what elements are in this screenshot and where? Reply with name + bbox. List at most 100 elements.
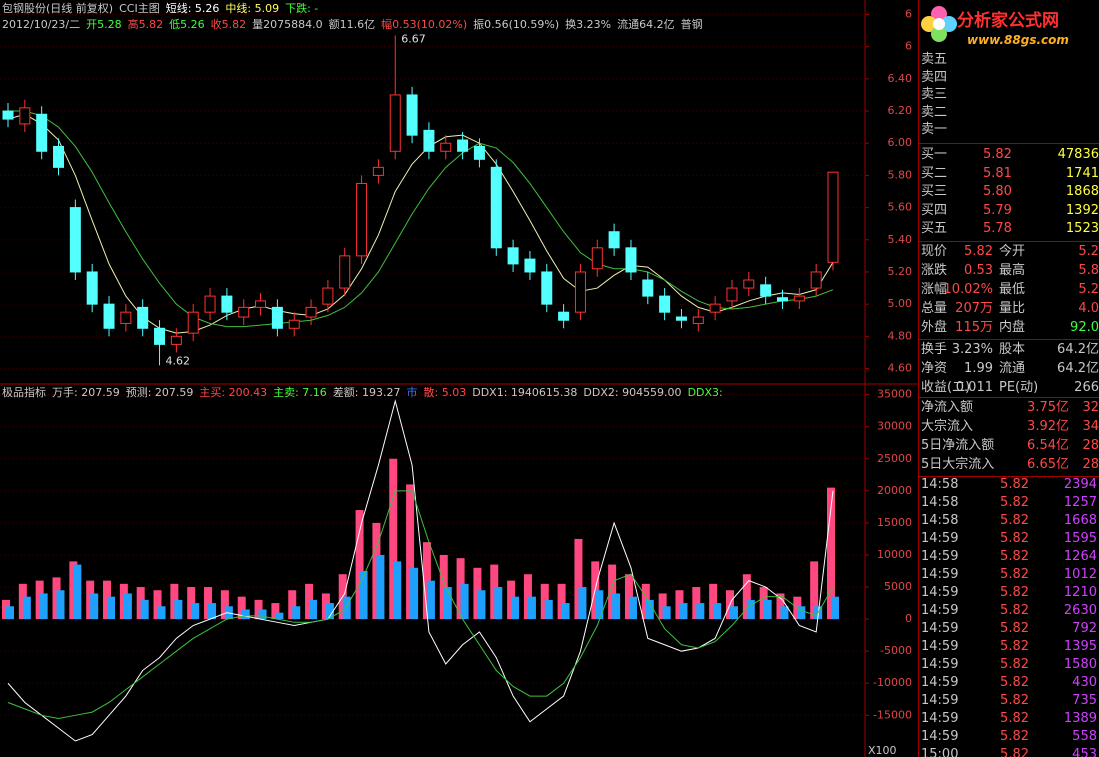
bar — [191, 603, 200, 620]
panel-text: 15:00 — [921, 747, 959, 757]
bar — [810, 561, 819, 620]
panel-text: 5.82 — [1000, 567, 1029, 582]
candle-body — [389, 94, 401, 152]
candle-body — [558, 311, 570, 321]
bar — [763, 599, 772, 620]
y-tick-label: 20000 — [877, 484, 912, 497]
candle-body — [103, 303, 115, 329]
panel-text: 5.82 — [1000, 585, 1029, 600]
header-text: 下跌: - — [285, 1, 318, 15]
panel-text: 收益(二) — [921, 380, 971, 395]
panel-text: 64.2亿 — [1057, 342, 1099, 357]
panel-text: 净流入额 — [921, 400, 974, 415]
panel-text: 14:58 — [921, 513, 959, 528]
candle-body — [440, 142, 452, 152]
y-tick-label: 0 — [905, 612, 912, 625]
header-text: 主卖: 7.16 — [273, 386, 327, 399]
panel-text: 14:59 — [921, 567, 959, 582]
panel-text: 总量 — [921, 301, 948, 316]
panel-text: 5.2 — [1078, 282, 1099, 297]
bar — [831, 596, 839, 620]
candle-body — [221, 295, 233, 313]
panel-text: 28 — [1082, 438, 1099, 453]
candle-body — [457, 139, 469, 152]
panel-text: 4.0 — [1078, 301, 1099, 316]
panel-text: 14:59 — [921, 531, 959, 546]
header-text: DDX2: 904559.00 — [583, 386, 681, 399]
candle-body — [743, 279, 755, 289]
panel-text: 1523 — [1065, 221, 1099, 236]
candle-body — [305, 306, 317, 318]
panel-text: 1012 — [1063, 567, 1097, 582]
bar — [410, 567, 419, 620]
bar — [645, 599, 654, 620]
panel-text: 涨幅 — [921, 282, 948, 297]
panel-text: 14:59 — [921, 675, 959, 690]
bar — [157, 606, 166, 620]
panel-text: 5.82 — [1000, 531, 1029, 546]
panel-text: 5.82 — [964, 244, 993, 259]
panel-text: 买一 — [921, 147, 948, 162]
candle-body — [574, 271, 586, 313]
logo-url: www.88gs.com — [967, 33, 1069, 47]
panel-text: 14:59 — [921, 657, 959, 672]
panel-text: 今开 — [999, 244, 1026, 259]
panel-text: 32 — [1082, 400, 1099, 415]
panel-text: 卖四 — [921, 69, 948, 85]
panel-text: 最低 — [999, 282, 1026, 297]
candle-body — [473, 145, 485, 160]
y-tick-label: 4.80 — [888, 329, 913, 342]
panel-text: 1264 — [1063, 549, 1097, 564]
bar — [612, 593, 621, 620]
panel-text: 5.80 — [983, 184, 1012, 199]
bar — [39, 593, 48, 620]
panel-text: 5.82 — [1000, 603, 1029, 618]
panel-text: 735 — [1072, 693, 1097, 708]
bar — [292, 606, 301, 620]
unit-label: X100 — [868, 744, 897, 757]
panel-text: 0.53 — [964, 263, 993, 278]
bar — [426, 580, 435, 620]
bar — [797, 606, 806, 620]
panel-text: 5.82 — [1000, 639, 1029, 654]
bar — [406, 484, 415, 620]
y-tick-label: -15000 — [873, 708, 912, 721]
candle-body — [187, 311, 199, 334]
panel-text: 净资 — [921, 361, 948, 376]
candle-body — [490, 166, 502, 249]
candle-body — [642, 279, 654, 297]
bar — [746, 599, 755, 620]
panel-text: 14:59 — [921, 603, 959, 618]
panel-text: 14:59 — [921, 549, 959, 564]
candle-body — [675, 316, 687, 321]
bar — [595, 590, 604, 620]
panel-text: 1389 — [1063, 711, 1097, 726]
candle-body — [793, 295, 805, 302]
panel-text: 1580 — [1063, 657, 1097, 672]
panel-text: 0.011 — [955, 380, 993, 395]
panel-text: 47836 — [1057, 147, 1099, 162]
panel-text: 10.02% — [943, 282, 993, 297]
panel-text: 5.82 — [983, 147, 1012, 162]
panel-text: 3.23% — [951, 342, 993, 357]
candle-body — [608, 231, 620, 249]
bar — [208, 603, 217, 620]
bar — [288, 590, 297, 620]
bar — [237, 596, 246, 620]
panel-text: 2630 — [1063, 603, 1097, 618]
candle-body — [238, 306, 250, 318]
header-text: 极品指标 — [2, 385, 46, 399]
y-tick-label: -5000 — [880, 644, 912, 657]
chart-area: 6 6 6.40 6.20 6.00 5.80 5.60 5.40 5.20 5.00 4.80 4.… — [0, 0, 918, 757]
panel-text: 92.0 — [1070, 320, 1099, 335]
panel-text: 6.54亿 — [1027, 438, 1069, 453]
bar — [527, 596, 536, 620]
bar — [325, 603, 334, 620]
panel-text: 14:59 — [921, 621, 959, 636]
candle-body — [86, 271, 98, 305]
panel-text: 5.81 — [983, 165, 1012, 181]
panel-text: 卖五 — [921, 52, 948, 67]
header-text: 2012/10/23/二 — [2, 18, 80, 31]
bar — [713, 603, 722, 620]
panel-text: 5.79 — [983, 202, 1012, 218]
